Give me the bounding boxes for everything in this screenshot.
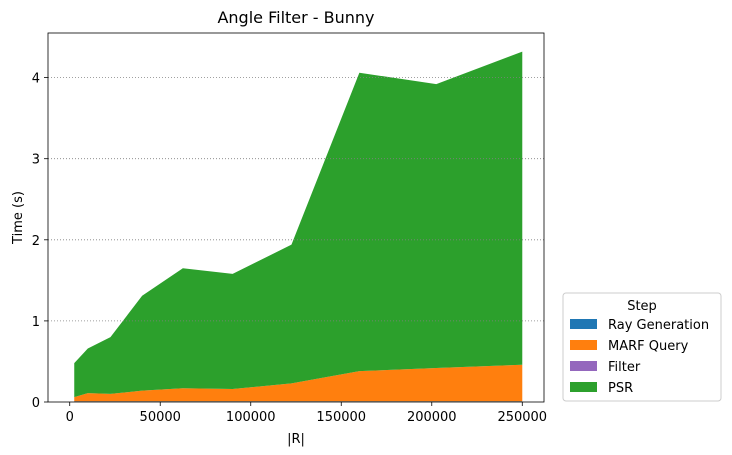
legend-label-1: MARF Query <box>608 339 689 354</box>
x-tick-label-3: 150000 <box>316 410 366 425</box>
legend-frame <box>562 292 722 402</box>
legend-swatch-2 <box>570 361 597 371</box>
area-series-group <box>74 51 523 402</box>
x-tick-label-1: 50000 <box>140 410 181 425</box>
y-tick-label-4: 4 <box>32 72 40 87</box>
legend-title: Step <box>627 299 657 314</box>
y-tick-label-2: 2 <box>32 234 40 249</box>
x-tick-label-5: 250000 <box>497 410 547 425</box>
legend-swatch-1 <box>570 340 597 350</box>
area-series-1 <box>74 364 523 402</box>
legend-label-2: Filter <box>608 360 641 375</box>
legend-swatch-3 <box>570 382 597 392</box>
legend-label-0: Ray Generation <box>608 318 709 333</box>
plot-frame <box>47 32 545 403</box>
chart-title: Angle Filter - Bunny <box>217 8 374 27</box>
x-tick-label-2: 100000 <box>226 410 276 425</box>
y-tick-label-0: 0 <box>32 396 40 411</box>
x-axis-label: |R| <box>287 432 305 447</box>
legend-swatch-0 <box>570 319 597 329</box>
y-tick-label-1: 1 <box>32 315 40 330</box>
legend: Step Ray Generation MARF Query Filter PSR <box>562 292 722 402</box>
x-tick-label-0: 0 <box>66 410 74 425</box>
x-tick-label-4: 200000 <box>407 410 457 425</box>
x-axis: 0 50000 100000 150000 200000 250000 <box>66 402 547 425</box>
legend-label-3: PSR <box>608 381 633 396</box>
y-axis: 0 1 2 3 4 <box>32 72 48 411</box>
y-axis-label: Time (s) <box>11 191 26 245</box>
area-series-3 <box>74 51 523 398</box>
legend-items: Ray Generation MARF Query Filter PSR <box>570 318 709 396</box>
y-tick-label-3: 3 <box>32 153 40 168</box>
